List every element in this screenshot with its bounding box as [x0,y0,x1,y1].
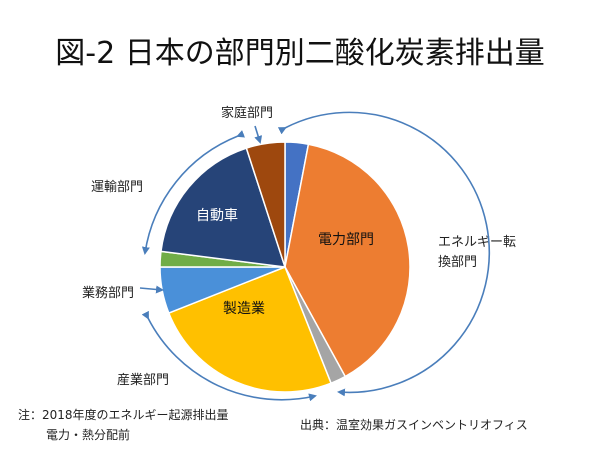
sector-label-energy-line2: 換部門 [438,255,477,270]
sector-label-industry: 産業部門 [117,372,169,388]
sector-label-transport: 運輸部門 [91,180,143,195]
note-line1: 注：2018年度のエネルギー起源排出量 [18,407,229,422]
slice-label-manufacturing: 製造業 [223,301,265,317]
bracket-energy-arrow [277,111,491,397]
pie [159,141,411,393]
chart-title: 図-2 日本の部門別二酸化炭素排出量 [55,36,544,71]
business-pointer-arrow [139,285,164,294]
bracket-industry-arrow [141,310,317,402]
sector-label-household: 家庭部門 [221,105,273,121]
bracket-transport-arrow [141,130,246,255]
slice-label-power: 電力部門 [318,232,374,248]
sector-label-business: 業務部門 [82,285,134,301]
household-pointer-arrow [254,125,263,144]
note-line2: 電力・熱分配前 [46,427,130,442]
sector-label-energy-line1: エネルギー転 [438,235,516,250]
source-text: 出典：温室効果ガスインベントリオフィス [300,417,528,432]
slice-label-automobile: 自動車 [196,207,238,224]
